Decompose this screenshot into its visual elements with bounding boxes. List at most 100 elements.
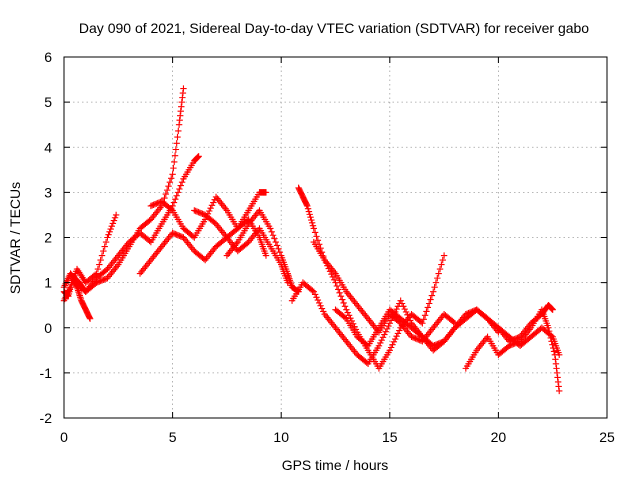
data-point-interp — [431, 342, 438, 349]
data-point-interp — [313, 294, 320, 301]
data-point-interp — [81, 287, 88, 294]
data-point-interp — [387, 344, 395, 351]
data-point-interp — [341, 303, 349, 310]
data-point-interp — [200, 255, 208, 263]
data-point-interp — [276, 248, 284, 256]
data-point-interp — [320, 308, 327, 315]
data-point-interp — [510, 336, 517, 343]
data-point-interp — [333, 282, 341, 290]
data-point-interp — [411, 334, 418, 342]
x-tick-label: 15 — [382, 429, 398, 445]
data-point-interp — [195, 208, 202, 216]
data-point-interp — [105, 231, 112, 238]
series-arc-10 — [288, 279, 426, 368]
x-tick-label: 0 — [60, 429, 68, 445]
data-point-interp — [174, 133, 181, 141]
data-point-interp — [514, 334, 521, 342]
data-point-interp — [211, 219, 218, 227]
x-tick-label: 10 — [273, 429, 289, 445]
series-arc-2 — [60, 211, 120, 304]
data-point — [169, 229, 176, 237]
y-tick-label: 0 — [44, 320, 52, 336]
data-point-interp — [341, 314, 349, 321]
data-point-interp — [336, 289, 343, 296]
data-point — [408, 333, 415, 340]
data-point-interp — [168, 206, 175, 213]
data-point-interp — [439, 256, 446, 264]
data-point-interp — [329, 273, 336, 281]
data-point-interp — [416, 336, 423, 344]
series-arc-15 — [495, 301, 556, 345]
data-point-interp — [420, 316, 427, 323]
y-tick-label: 4 — [44, 139, 52, 155]
data-point-interp — [308, 219, 316, 227]
data-point-interp — [363, 341, 370, 348]
data-point-interp — [438, 261, 445, 268]
data-point-interp — [170, 230, 178, 237]
x-tick-label: 25 — [599, 429, 615, 445]
data-point-interp — [94, 265, 102, 273]
data-point-interp — [377, 339, 384, 347]
data-point-interp — [450, 318, 457, 326]
data-point-interp — [174, 189, 182, 196]
series-arc-8 — [223, 207, 302, 295]
data-point — [375, 342, 383, 349]
data-point-interp — [269, 232, 277, 239]
data-point-interp — [507, 337, 514, 344]
data-point — [169, 171, 176, 178]
y-axis-label: SDTVAR / TECUs — [7, 182, 23, 294]
data-point-interp — [211, 196, 218, 203]
data-point — [386, 320, 393, 327]
data-point-interp — [435, 270, 442, 277]
data-point-interp — [176, 185, 183, 193]
chart-title: Day 090 of 2021, Sidereal Day-to-day VTE… — [79, 20, 589, 36]
data-point — [343, 306, 350, 313]
y-tick-label: 5 — [44, 94, 52, 110]
x-tick-label: 5 — [169, 429, 177, 445]
data-point — [112, 211, 120, 219]
data-point-interp — [168, 175, 175, 182]
series-arc-14 — [462, 306, 563, 395]
data-point-interp — [178, 179, 186, 186]
data-point — [430, 288, 437, 295]
data-point — [506, 338, 513, 345]
data-point-interp — [106, 228, 113, 236]
data-point-interp — [402, 308, 410, 316]
data-point — [180, 85, 187, 92]
data-point-interp — [146, 217, 153, 224]
data-point-interp — [207, 204, 214, 212]
data-point-interp — [162, 190, 170, 198]
data-point — [262, 252, 270, 259]
data-point-interp — [275, 245, 282, 252]
data-point-interp — [413, 335, 421, 343]
data-point-interp — [394, 303, 402, 310]
data-point-interp — [545, 327, 553, 335]
data-point-interp — [383, 325, 391, 333]
data-point-interp — [428, 292, 436, 299]
data-point — [191, 207, 198, 214]
data-point-interp — [272, 238, 279, 246]
data-point-interp — [100, 247, 107, 255]
data-point-interp — [146, 237, 153, 245]
data-point — [397, 297, 404, 304]
data-point-interp — [268, 228, 275, 236]
data-point-interp — [549, 341, 556, 348]
data-point-interp — [101, 243, 108, 250]
series-arc-3 — [60, 85, 187, 295]
tick-layer: 0 5 10 15 20 25 -2 -1 0 1 2 3 4 5 6 — [40, 49, 615, 445]
data-point — [304, 202, 311, 210]
data-point-interp — [311, 229, 319, 236]
data-point-interp — [161, 194, 168, 202]
data-point-interp — [98, 252, 106, 259]
data-point — [104, 234, 111, 241]
data-point-interp — [96, 261, 103, 268]
data-point-interp — [385, 322, 392, 330]
data-point-interp — [309, 222, 317, 229]
data-point-interp — [379, 334, 387, 341]
data-point-interp — [344, 309, 351, 316]
data-point-interp — [273, 242, 281, 249]
data-point-interp — [163, 186, 171, 194]
data-point-interp — [170, 164, 177, 172]
data-point-interp — [417, 318, 425, 326]
data-point-interp — [427, 296, 434, 303]
